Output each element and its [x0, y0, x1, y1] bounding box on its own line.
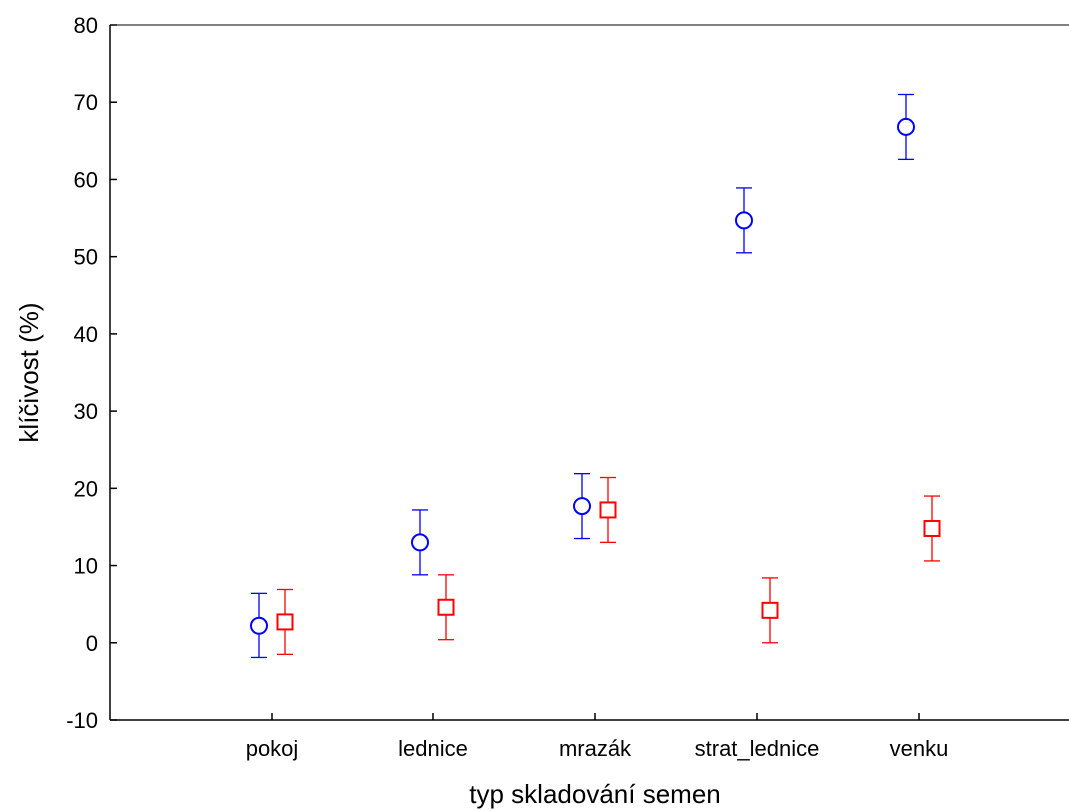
- data-point-square: [923, 519, 941, 537]
- x-axis-ticks: pokoj lednice mrazák strat_lednice venku: [246, 713, 949, 761]
- data-point-circle: [735, 211, 753, 230]
- data-point-circle: [250, 616, 268, 635]
- y-tick-label: 70: [74, 90, 98, 115]
- y-tick-label: 80: [74, 13, 98, 38]
- y-tick-label: 10: [74, 554, 98, 579]
- data-point-circle: [573, 497, 591, 516]
- y-tick-label: 60: [74, 167, 98, 192]
- y-axis-label: klíčivost (%): [14, 302, 44, 442]
- y-tick-label: 0: [86, 631, 98, 656]
- y-tick-label: 50: [74, 245, 98, 270]
- x-tick-label: lednice: [398, 736, 468, 761]
- data-point-square: [437, 598, 455, 616]
- y-tick-label: 30: [74, 399, 98, 424]
- data-point-circle: [411, 533, 429, 552]
- data-point-square: [761, 601, 779, 619]
- y-axis-ticks: -10 0 10 20 30 40 50 60 70 80: [66, 13, 117, 733]
- data-point-square: [276, 613, 294, 631]
- data-marks: [250, 93, 941, 659]
- y-tick-label: 40: [74, 322, 98, 347]
- data-point-circle: [897, 117, 915, 136]
- axes: [109, 24, 1069, 721]
- x-tick-label: pokoj: [246, 736, 299, 761]
- x-axis-label: typ skladování semen: [469, 779, 720, 809]
- data-point-square: [599, 501, 617, 519]
- y-tick-label: -10: [66, 708, 98, 733]
- x-tick-label: venku: [890, 736, 949, 761]
- x-tick-label: mrazák: [559, 736, 632, 761]
- y-tick-label: 20: [74, 476, 98, 501]
- x-tick-label: strat_lednice: [695, 736, 820, 761]
